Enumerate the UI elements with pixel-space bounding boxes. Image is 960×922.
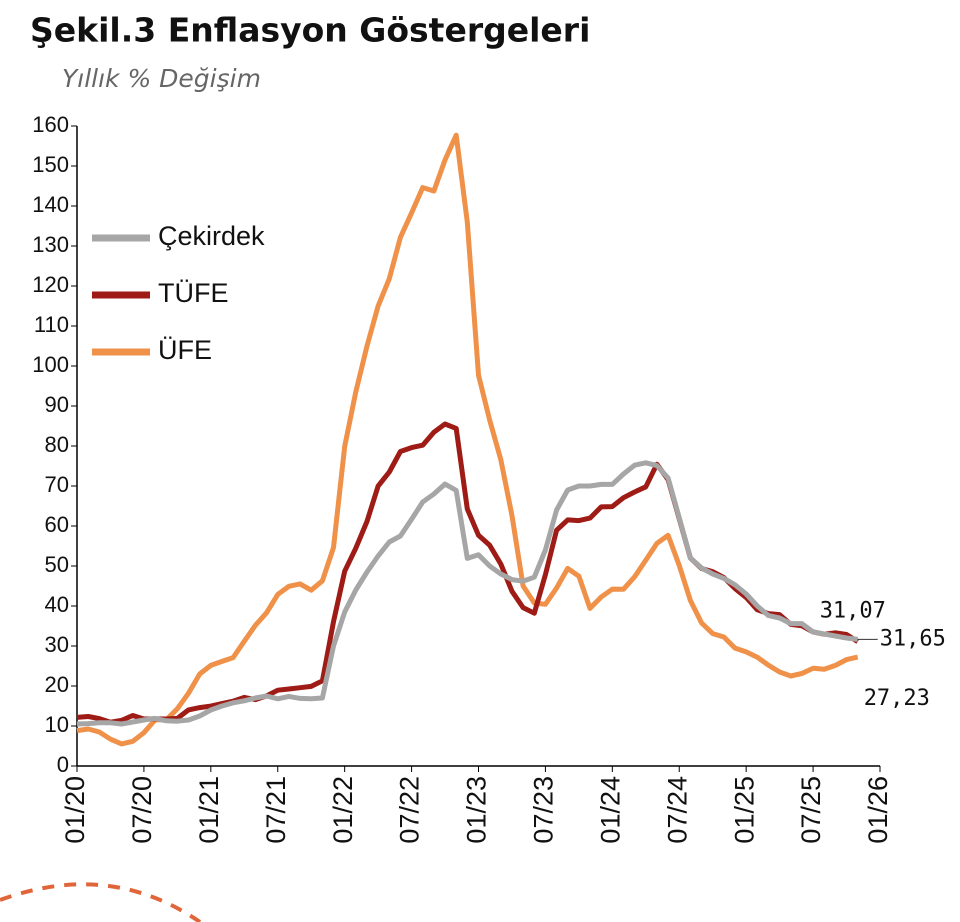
x-tick-label: 01/23 (462, 776, 492, 844)
y-tick-label: 150 (32, 152, 69, 177)
series-line (76, 460, 859, 727)
y-tick-label: 0 (57, 752, 69, 777)
data-label: 31,07 (820, 599, 886, 624)
x-tick-label: 07/23 (529, 776, 559, 844)
decoration (0, 882, 202, 922)
y-tick-label: 50 (45, 552, 69, 577)
chart-title: Şekil.3 Enflasyon Göstergeleri (30, 11, 590, 50)
y-tick-label: 70 (45, 472, 69, 497)
x-tick-label: 01/22 (328, 776, 358, 844)
y-tick-label: 130 (32, 232, 69, 257)
y-tick-label: 40 (45, 592, 69, 617)
legend-label: ÜFE (158, 335, 212, 365)
series-line (76, 421, 860, 725)
x-tick-label: 07/22 (395, 776, 425, 844)
x-tick-label: 07/24 (662, 776, 692, 844)
x-tick-label: 07/20 (127, 776, 157, 844)
y-tick-label: 60 (45, 512, 69, 537)
y-tick-label: 90 (45, 392, 69, 417)
x-tick-label: 01/25 (729, 776, 759, 844)
data-label: 27,23 (864, 686, 930, 711)
y-tick-label: 120 (32, 272, 69, 297)
legend-label: TÜFE (158, 278, 229, 308)
y-tick-label: 80 (45, 432, 69, 457)
chart-subtitle: Yıllık % Değişim (62, 64, 261, 93)
series-line (76, 132, 859, 747)
x-tick-label: 07/25 (796, 776, 826, 844)
y-tick-label: 30 (45, 632, 69, 657)
y-tick-label: 160 (32, 112, 69, 137)
x-tick-label: 07/21 (261, 776, 291, 844)
x-tick-label: 01/26 (863, 776, 893, 844)
x-tick-label: 01/24 (595, 776, 625, 844)
x-tick-label: 01/20 (60, 776, 90, 844)
y-tick-label: 20 (45, 672, 69, 697)
y-tick-label: 140 (32, 192, 69, 217)
y-tick-label: 10 (45, 712, 69, 737)
data-label: 31,65 (880, 626, 946, 651)
legend-label: Çekirdek (158, 221, 265, 251)
x-tick-label: 01/21 (194, 776, 224, 844)
y-tick-label: 100 (32, 352, 69, 377)
y-tick-label: 110 (34, 312, 69, 337)
